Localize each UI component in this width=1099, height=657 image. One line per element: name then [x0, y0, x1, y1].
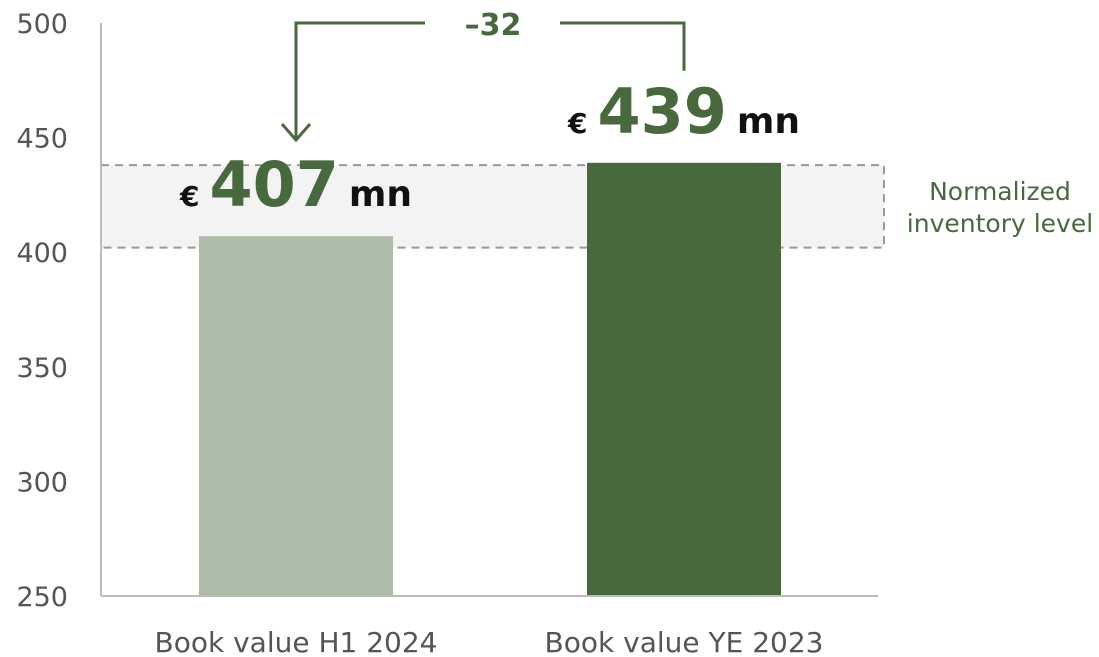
value-label-part: 407	[209, 148, 338, 221]
y-tick-label: 400	[16, 238, 68, 269]
y-tick-label: 300	[16, 467, 68, 498]
x-tick-label: Book value YE 2023	[545, 626, 824, 657]
value-label-part: mn	[737, 101, 800, 142]
value-label-part: €	[179, 180, 199, 213]
band-label: inventory level	[907, 209, 1093, 238]
value-label: €439 mn	[567, 75, 800, 148]
bar	[587, 162, 781, 596]
bar	[199, 236, 393, 596]
difference-bracket	[294, 21, 686, 140]
value-label: €407 mn	[179, 148, 412, 221]
value-label-part: mn	[349, 174, 412, 215]
band-label: Normalized	[929, 177, 1071, 206]
value-label-part: €	[567, 107, 587, 140]
difference-label: –32	[465, 8, 522, 43]
y-tick-label: 250	[16, 582, 68, 613]
y-tick-label: 450	[16, 124, 68, 155]
y-tick-label: 500	[16, 9, 68, 40]
x-tick-label: Book value H1 2024	[155, 626, 438, 657]
difference-arrowhead	[280, 123, 312, 143]
value-label-part: 439	[597, 75, 726, 148]
y-tick-label: 350	[16, 353, 68, 384]
